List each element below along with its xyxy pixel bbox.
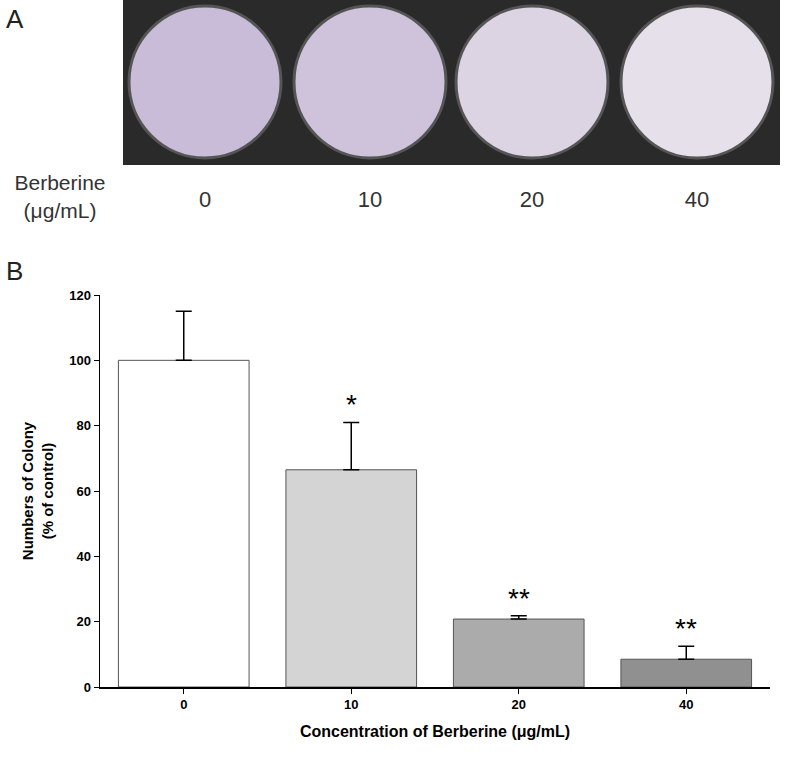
svg-text:10: 10 xyxy=(358,187,382,212)
svg-text:80: 80 xyxy=(76,418,90,433)
svg-text:100: 100 xyxy=(69,353,91,368)
svg-text:40: 40 xyxy=(76,549,90,564)
svg-text:40: 40 xyxy=(685,187,709,212)
svg-text:20: 20 xyxy=(520,187,544,212)
svg-text:0: 0 xyxy=(180,697,187,712)
html-text:B: B xyxy=(6,256,24,286)
svg-text:**: ** xyxy=(675,613,697,644)
html-text:A: A xyxy=(6,4,24,34)
svg-text:(μg/mL): (μg/mL) xyxy=(24,199,97,222)
svg-text:10: 10 xyxy=(344,697,358,712)
svg-text:Berberine: Berberine xyxy=(14,171,105,194)
svg-text:0: 0 xyxy=(84,680,91,695)
svg-text:20: 20 xyxy=(512,697,526,712)
svg-text:**: ** xyxy=(508,583,530,614)
svg-text:40: 40 xyxy=(679,697,693,712)
svg-text:120: 120 xyxy=(69,288,91,303)
svg-text:Numbers of Colony(% of control: Numbers of Colony(% of control) xyxy=(19,421,56,560)
svg-text:Concentration of Berberine (μg: Concentration of Berberine (μg/mL) xyxy=(300,723,570,740)
svg-text:*: * xyxy=(346,389,357,420)
svg-text:0: 0 xyxy=(199,187,211,212)
svg-text:60: 60 xyxy=(76,484,90,499)
svg-text:20: 20 xyxy=(76,614,90,629)
